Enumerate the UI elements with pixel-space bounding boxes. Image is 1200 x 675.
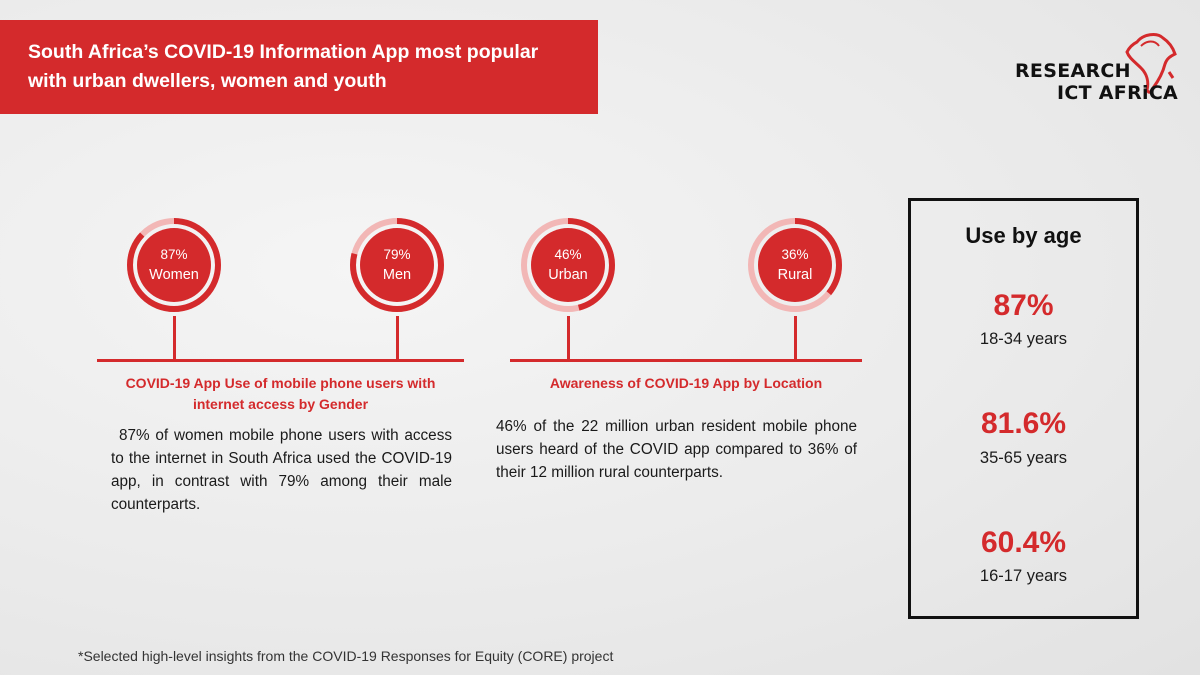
ring-rural-label: Rural (777, 267, 813, 283)
gender-caption: COVID-19 App Use of mobile phone users w… (97, 373, 464, 415)
progress-ring (521, 218, 615, 312)
ring-women: 87% Women (126, 217, 222, 313)
age-pct-18-34: 87% (993, 289, 1054, 322)
africa-map-icon (1125, 33, 1177, 94)
footnote: *Selected high-level insights from the C… (78, 648, 614, 664)
logo-line-2: ICT AFRiCA (1057, 82, 1179, 104)
age-pct-16-17: 60.4% (980, 526, 1067, 559)
connector-women (173, 316, 176, 360)
ring-inner-disc (531, 228, 605, 302)
logo-line-1: RESEARCH (1015, 60, 1131, 82)
ring-men-percent: 79% (383, 247, 411, 262)
gender-body: 87% of women mobile phone users with acc… (111, 427, 452, 513)
age-range-35-65: 35-65 years (979, 449, 1068, 467)
location-caption: Awareness of COVID-19 App by Location (549, 375, 823, 391)
connector-urban (567, 316, 570, 360)
age-range-18-34: 18-34 years (979, 330, 1068, 348)
gender-divider (97, 359, 464, 362)
ring-inner-disc (360, 228, 434, 302)
connector-rural (794, 316, 797, 360)
ring-women-percent: 87% (160, 247, 188, 262)
age-pct-35-65: 81.6% (980, 407, 1067, 440)
ring-inner-disc (137, 228, 211, 302)
location-body: 46% of the 22 million urban resident mob… (496, 418, 857, 481)
age-panel-title: Use by age (965, 223, 1082, 248)
progress-ring (350, 218, 444, 312)
research-ict-africa-logo: RESEARCH ICT AFRiCA (1015, 33, 1185, 108)
ring-urban-percent: 46% (554, 247, 582, 262)
gender-caption-line-1: COVID-19 App Use of mobile phone users w… (125, 375, 436, 391)
age-range-16-17: 16-17 years (979, 567, 1068, 585)
connector-men (396, 316, 399, 360)
ring-inner-disc (758, 228, 832, 302)
ring-rural-percent: 36% (781, 247, 809, 262)
location-divider (510, 359, 862, 362)
use-by-age-panel: Use by age 87% 18-34 years 81.6% 35-65 y… (908, 198, 1139, 619)
ring-urban: 46% Urban (520, 217, 616, 313)
ring-rural: 36% Rural (747, 217, 843, 313)
ring-urban-label: Urban (548, 267, 588, 283)
ring-women-label: Women (149, 267, 199, 283)
gender-caption-line-2: internet access by Gender (192, 396, 369, 412)
ring-men-label: Men (382, 267, 412, 283)
ring-men: 79% Men (349, 217, 445, 313)
ring-progress-arc (521, 218, 615, 312)
progress-ring (127, 218, 221, 312)
title-line-1: South Africa’s COVID-19 Information App … (28, 41, 539, 63)
ring-progress-arc (350, 218, 444, 312)
ring-progress-arc (127, 218, 221, 312)
ring-progress-arc (748, 218, 842, 312)
title-banner: South Africa’s COVID-19 Information App … (0, 20, 598, 114)
progress-ring (748, 218, 842, 312)
title-line-2: with urban dwellers, women and youth (28, 70, 387, 92)
